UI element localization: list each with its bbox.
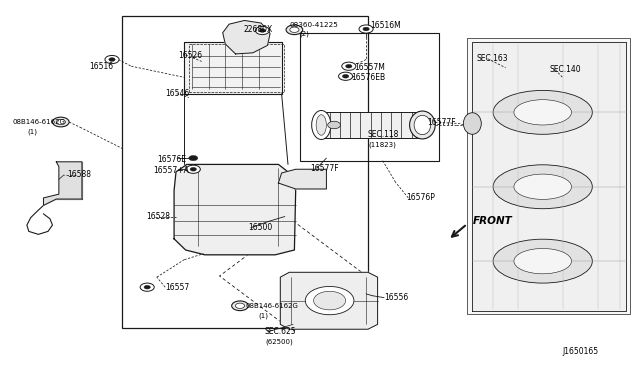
Circle shape — [290, 27, 299, 32]
Polygon shape — [184, 42, 282, 94]
Text: (1): (1) — [259, 312, 269, 319]
Ellipse shape — [493, 239, 593, 283]
Text: 16500: 16500 — [248, 223, 273, 232]
Text: 16577F: 16577F — [310, 164, 339, 173]
Circle shape — [259, 29, 266, 32]
Ellipse shape — [316, 115, 326, 135]
Text: 08B146-6162G: 08B146-6162G — [13, 119, 66, 125]
Bar — [300, 33, 439, 161]
Ellipse shape — [414, 115, 431, 135]
Polygon shape — [280, 272, 378, 329]
Bar — [467, 38, 630, 314]
Polygon shape — [223, 20, 270, 54]
Circle shape — [346, 64, 352, 68]
Bar — [122, 16, 368, 328]
Circle shape — [236, 303, 244, 308]
Circle shape — [105, 55, 119, 64]
Circle shape — [190, 167, 196, 171]
Ellipse shape — [410, 111, 435, 139]
Ellipse shape — [514, 100, 572, 125]
Text: SEC.140: SEC.140 — [549, 65, 580, 74]
Text: SEC.625: SEC.625 — [265, 327, 296, 336]
Circle shape — [140, 283, 154, 291]
Circle shape — [286, 25, 303, 35]
Text: 16516M: 16516M — [370, 21, 401, 30]
Text: 16557: 16557 — [165, 283, 189, 292]
Ellipse shape — [493, 90, 593, 134]
Text: 16556: 16556 — [384, 293, 408, 302]
Circle shape — [342, 62, 356, 70]
Text: (1): (1) — [27, 129, 37, 135]
Text: 22680X: 22680X — [243, 25, 273, 34]
Polygon shape — [278, 169, 326, 189]
Polygon shape — [174, 164, 296, 255]
Circle shape — [189, 155, 198, 161]
Ellipse shape — [514, 174, 572, 199]
Text: 16557M: 16557M — [354, 63, 385, 72]
Text: 08B146-6162G: 08B146-6162G — [246, 303, 299, 309]
Text: FRONT: FRONT — [472, 217, 512, 226]
Text: (11823): (11823) — [368, 141, 396, 148]
Ellipse shape — [312, 110, 331, 140]
Ellipse shape — [493, 165, 593, 209]
Bar — [189, 44, 284, 92]
Circle shape — [56, 119, 65, 125]
Text: 16526: 16526 — [178, 51, 202, 60]
Text: SEC.118: SEC.118 — [368, 130, 399, 139]
Text: SEC.163: SEC.163 — [477, 54, 508, 63]
Polygon shape — [44, 162, 82, 205]
Circle shape — [363, 27, 369, 31]
Circle shape — [109, 58, 115, 61]
Text: 16528: 16528 — [146, 212, 170, 221]
Text: 16557+A: 16557+A — [154, 166, 189, 175]
Text: (2): (2) — [299, 31, 308, 38]
Circle shape — [232, 301, 248, 311]
Text: 16576EB: 16576EB — [351, 73, 385, 82]
Circle shape — [255, 26, 269, 35]
Polygon shape — [472, 42, 626, 311]
Text: (62500): (62500) — [265, 338, 292, 345]
Circle shape — [328, 121, 340, 129]
Text: 16546: 16546 — [165, 89, 189, 98]
Circle shape — [339, 72, 353, 80]
Circle shape — [305, 286, 354, 315]
Text: 16576E: 16576E — [157, 155, 186, 164]
Circle shape — [359, 25, 373, 33]
Text: J1650165: J1650165 — [562, 347, 598, 356]
Circle shape — [314, 291, 346, 310]
Ellipse shape — [463, 113, 481, 134]
Text: 16588: 16588 — [67, 170, 92, 179]
Ellipse shape — [514, 248, 572, 274]
Bar — [323, 112, 419, 138]
Circle shape — [342, 74, 349, 78]
Circle shape — [52, 117, 69, 127]
Text: 16577F: 16577F — [428, 118, 456, 126]
Text: 08360-41225: 08360-41225 — [289, 22, 338, 28]
Circle shape — [186, 165, 200, 173]
Circle shape — [144, 285, 150, 289]
Text: 16516: 16516 — [90, 62, 114, 71]
Text: 16576P: 16576P — [406, 193, 435, 202]
